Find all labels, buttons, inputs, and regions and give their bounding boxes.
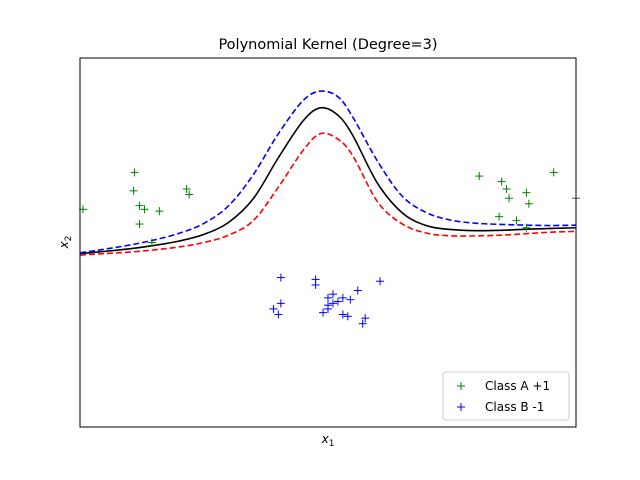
class-a-point [135, 220, 144, 229]
class-a-point [549, 168, 558, 177]
class-a-point [475, 172, 484, 181]
legend-marker-class-a [457, 382, 465, 390]
class-b-point [343, 312, 352, 321]
class-a-point [512, 216, 521, 225]
x-axis-label-subscript: 1 [329, 439, 335, 449]
class-b-point [338, 310, 347, 319]
class-a-point [495, 212, 504, 221]
legend: Class A +1 Class B -1 [442, 371, 570, 421]
legend-label-class-b: Class B -1 [485, 400, 544, 414]
class-a-point [524, 199, 533, 208]
class-b-point [328, 299, 337, 308]
class-b-point [338, 293, 347, 302]
class-b-point [328, 290, 337, 299]
class-a-point [185, 190, 194, 199]
class-a-point [155, 207, 164, 216]
class-a-point [140, 205, 149, 214]
plot-area-frame [79, 57, 577, 428]
class-b-point [276, 299, 285, 308]
class-a-point [497, 177, 506, 186]
class-a-point [130, 168, 139, 177]
class-b-point [376, 277, 385, 286]
boundary-decision [80, 106, 576, 255]
legend-label-class-a: Class A +1 [485, 379, 550, 393]
class-b-point [324, 304, 332, 313]
x-axis-label: x1 [321, 432, 335, 449]
class-a-point [147, 238, 156, 247]
class-a-point [522, 223, 531, 232]
class-b-point [353, 286, 362, 295]
boundary-margin-1 [80, 90, 576, 254]
class-a-point [522, 188, 531, 197]
class-b-point [361, 314, 370, 323]
legend-box [442, 371, 570, 421]
class-a-point [182, 184, 191, 193]
decision-boundaries [80, 90, 576, 256]
class-b-point [346, 295, 355, 304]
data-points [78, 168, 580, 328]
class-b-point [311, 280, 320, 289]
y-axis-label-subscript: 2 [64, 236, 74, 242]
legend-marker-class-b [457, 403, 465, 411]
class-a-point [129, 186, 138, 195]
boundary-margin-1 [80, 132, 576, 256]
class-a-point [135, 201, 144, 210]
class-b-point [269, 304, 278, 313]
class-b-point [324, 293, 332, 302]
class-b-point [274, 310, 283, 319]
class-a-point [502, 184, 511, 193]
class-a-point [505, 194, 514, 203]
class-b-point [333, 297, 342, 306]
class-b-point [276, 273, 285, 282]
class-b-point [319, 308, 328, 317]
class-b-point [358, 319, 367, 328]
y-axis-label: x2 [57, 236, 74, 250]
chart-title: Polynomial Kernel (Degree=3) [218, 37, 437, 53]
